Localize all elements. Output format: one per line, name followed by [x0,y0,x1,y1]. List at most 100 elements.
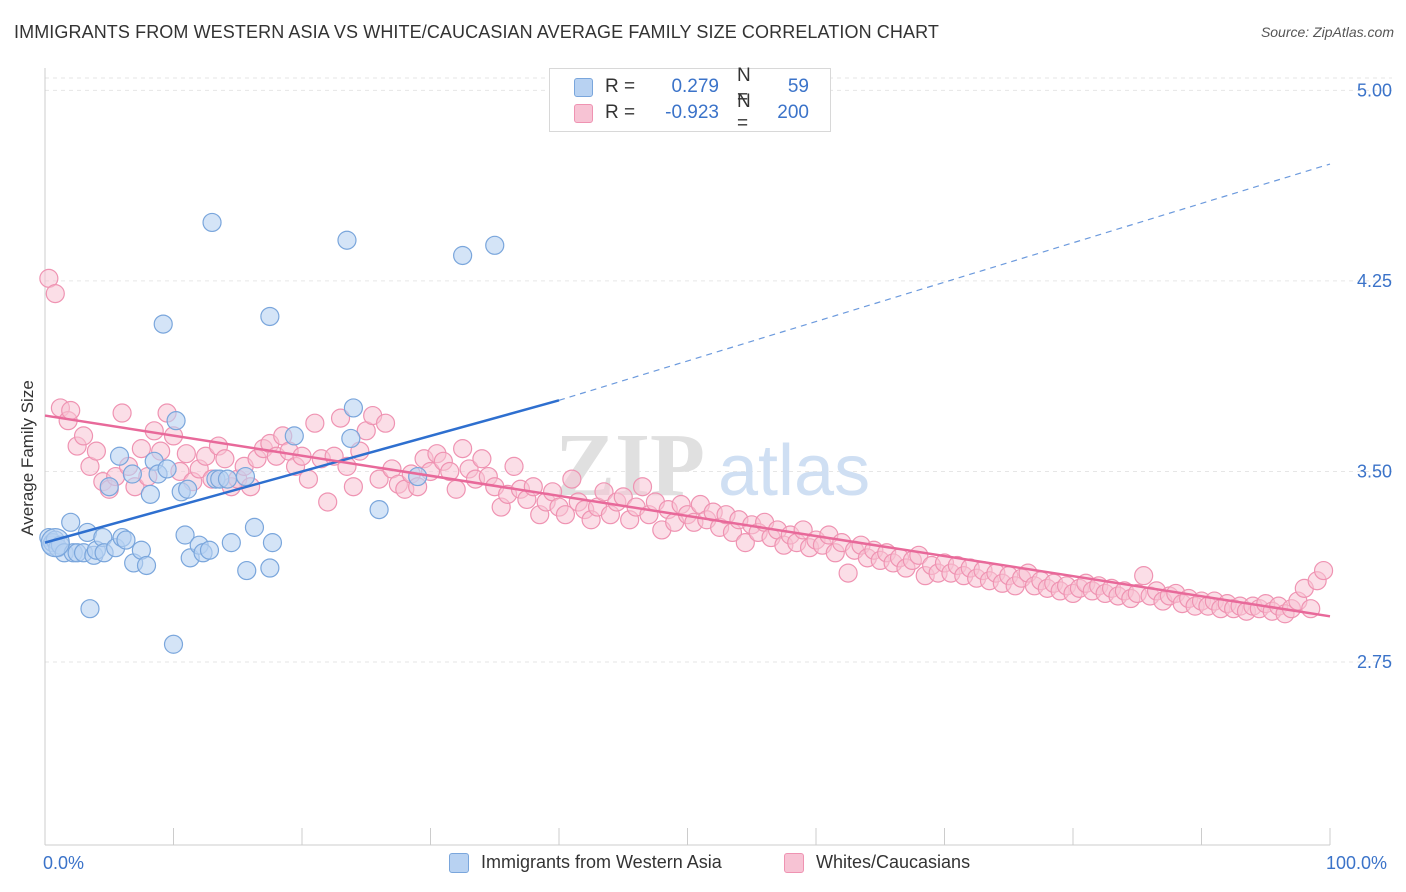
data-point-whites [298,469,319,489]
data-point-whites [1313,560,1334,581]
trend-line-whites [44,414,1331,618]
data-point-western-asia [262,533,283,553]
data-point-whites [562,469,582,489]
data-point-whites [735,533,755,553]
data-point-whites [215,449,235,469]
data-point-western-asia [408,466,428,487]
bottom-legend-swatch-blue [449,852,469,873]
data-point-whites [61,400,81,421]
bottom-legend-swatch-pink [784,852,804,873]
y-tick-label: 5.00 [1357,80,1392,100]
data-point-whites [86,441,107,461]
legend-r-label: R = [605,102,636,123]
data-point-western-asia [61,512,81,532]
watermark-atlas: atlas [718,431,870,511]
data-point-western-asia [80,599,100,619]
series-whites-points [39,268,1334,624]
legend-swatch-pink [574,103,593,123]
data-point-western-asia [40,528,70,558]
data-point-western-asia [140,484,160,504]
data-point-western-asia [221,533,241,553]
data-point-western-asia [337,230,357,250]
data-point-whites [453,439,473,459]
series-western-asia-points [39,212,505,654]
y-tick-labels: 5.00 4.25 3.50 2.75 [1357,80,1392,672]
data-point-western-asia [99,477,119,497]
data-point-whites [375,413,396,433]
legend-row-whites: R = -0.923 N = 200 [574,91,809,134]
data-point-western-asia [202,212,222,233]
data-point-western-asia [163,634,184,654]
data-point-western-asia [260,306,280,327]
y-tick-label: 4.25 [1357,271,1392,291]
data-point-whites [45,284,65,304]
legend-n-label: N = [737,65,751,108]
data-point-western-asia [157,459,177,479]
data-point-western-asia [235,466,256,487]
legend-r-label: R = [605,76,636,97]
data-point-western-asia [244,517,265,537]
data-point-whites [305,413,325,433]
trend-line-western-asia-extension [558,163,1331,401]
data-point-western-asia [237,560,257,581]
data-point-whites [131,439,151,459]
correlation-legend: R = 0.279 N = 59 R = -0.923 N = 200 [549,65,831,134]
data-point-whites [343,477,363,497]
y-axis-label: Average Family Size [18,380,37,536]
data-point-whites [504,456,524,476]
data-point-whites [838,563,858,583]
data-point-western-asia [260,558,280,578]
data-point-whites [112,403,132,423]
data-point-western-asia [109,446,130,466]
data-point-western-asia [343,398,363,418]
data-point-whites [594,482,614,502]
data-point-western-asia [136,555,157,576]
legend-n-value: 59 [787,76,809,97]
legend-n-label: N = [737,91,751,134]
data-point-western-asia [217,469,238,489]
data-point-whites [472,449,492,469]
x-tick-max: 100.0% [1326,853,1388,873]
data-point-whites [196,446,216,466]
data-point-western-asia [341,428,361,449]
legend-r-value: 0.279 [671,76,719,97]
data-point-whites [440,461,460,482]
data-point-western-asia [453,245,473,266]
trend-lines [44,163,1331,618]
data-point-whites [369,469,389,489]
legend-swatch-blue [574,77,593,97]
data-point-western-asia [166,411,186,431]
data-point-western-asia [153,314,173,334]
data-point-western-asia [178,479,198,499]
data-point-whites [73,426,94,446]
bottom-legend-label: Immigrants from Western Asia [481,852,722,872]
bottom-legend-whites: Whites/Caucasians [784,852,970,873]
data-point-western-asia [199,540,220,560]
data-point-western-asia [485,235,505,255]
data-point-whites [632,477,653,497]
data-point-whites [318,492,338,512]
data-point-whites [176,444,196,464]
y-tick-label: 2.75 [1357,652,1392,672]
data-point-whites [330,408,351,428]
trend-line-western-asia [44,399,560,544]
legend-row-western-asia: R = 0.279 N = 59 [574,65,809,108]
y-tick-label: 3.50 [1357,461,1392,481]
x-tick-min: 0.0% [43,853,85,873]
data-point-western-asia [175,525,195,545]
legend-n-value: 200 [777,102,809,123]
data-point-whites [555,505,576,525]
data-point-western-asia [369,499,389,520]
data-point-whites [446,479,466,499]
legend-r-value: -0.923 [665,102,719,123]
chart-title: IMMIGRANTS FROM WESTERN ASIA VS WHITE/CA… [14,22,939,42]
bottom-legend-western-asia: Immigrants from Western Asia [449,852,722,873]
data-point-whites [1134,566,1154,586]
data-point-western-asia [116,530,136,550]
bottom-legend-label: Whites/Caucasians [816,852,971,872]
data-point-western-asia [122,464,142,484]
data-point-western-asia [284,426,304,446]
axes [44,68,1331,846]
source-label: Source: ZipAtlas.com [1260,24,1394,40]
